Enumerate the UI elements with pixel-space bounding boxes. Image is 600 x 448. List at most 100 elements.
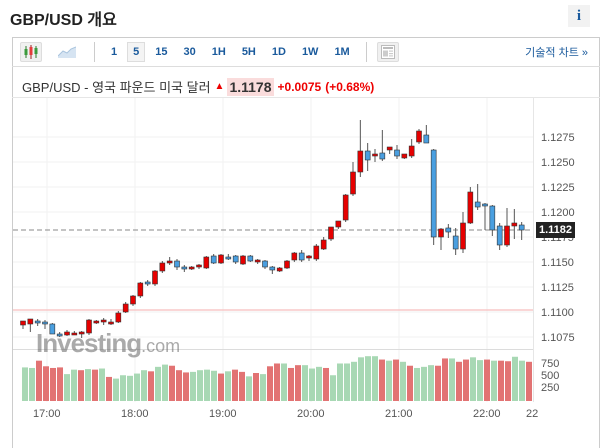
period-1d[interactable]: 1D — [271, 45, 286, 58]
candlestick-chart-button[interactable] — [20, 41, 42, 62]
y-axis-label: 1.1075 — [541, 332, 575, 344]
candle — [247, 255, 254, 262]
volume-bar — [295, 365, 301, 401]
candle — [291, 252, 298, 262]
x-axis-label: 22 — [526, 408, 538, 420]
volume-axis-label: 500 — [541, 370, 559, 382]
candle — [320, 237, 327, 250]
volume-bar — [267, 366, 273, 401]
y-axis-label: 1.1275 — [541, 132, 575, 144]
volume-bar — [379, 359, 385, 401]
volume-bar — [456, 361, 462, 401]
period-1m[interactable]: 1M — [334, 45, 350, 58]
volume-bar — [442, 358, 448, 401]
candle — [64, 330, 70, 336]
candle — [511, 209, 518, 239]
volume-bar — [85, 369, 91, 401]
candle — [423, 125, 430, 144]
info-button[interactable]: i — [568, 5, 590, 27]
candle — [518, 222, 525, 240]
volume-bar — [162, 364, 168, 401]
candle — [144, 280, 151, 286]
candlestick-icon — [24, 44, 38, 59]
candle — [313, 244, 320, 261]
volume-bar — [428, 365, 434, 401]
watermark-main: Investing — [36, 328, 142, 358]
candle — [408, 139, 415, 158]
volume-bar — [358, 357, 364, 401]
volume-bar — [372, 356, 378, 401]
period-1h[interactable]: 1H — [211, 45, 226, 58]
volume-bar — [400, 361, 406, 401]
x-axis-label: 19:00 — [209, 408, 237, 420]
x-axis-label: 22:00 — [473, 408, 501, 420]
period-1w[interactable]: 1W — [301, 45, 319, 58]
candle — [137, 282, 144, 298]
area-chart-button[interactable] — [56, 42, 78, 62]
volume-bar — [64, 374, 70, 401]
period-15[interactable]: 15 — [155, 45, 168, 58]
volume-bar — [113, 378, 119, 401]
layout-icon — [380, 44, 395, 59]
period-1[interactable]: 1 — [111, 45, 118, 58]
candle — [78, 331, 85, 338]
volume-bar — [155, 366, 161, 401]
volume-bar — [99, 368, 105, 401]
volume-axis-label: 750 — [541, 358, 559, 370]
volume-bar — [505, 361, 511, 401]
candle — [364, 143, 371, 171]
candle — [130, 295, 136, 306]
volume-bar — [435, 365, 441, 401]
volume-bar — [78, 370, 84, 401]
volume-bar — [141, 370, 147, 401]
candle — [452, 228, 459, 255]
volume-bar — [330, 375, 336, 401]
candle — [467, 187, 474, 224]
volume-bar — [512, 356, 518, 401]
volume-bar — [29, 367, 35, 401]
candle — [34, 319, 41, 326]
candle — [386, 146, 393, 154]
volume-bar — [288, 367, 294, 401]
price-change-percent: (+0.68%) — [325, 79, 375, 94]
technical-chart-link[interactable]: 기술적 차트 » — [525, 46, 588, 59]
volume-bar — [309, 368, 315, 401]
period-30[interactable]: 30 — [183, 45, 196, 58]
volume-bar — [484, 359, 490, 401]
volume-bar — [225, 371, 231, 401]
last-price-label: 1.1182 — [536, 222, 576, 238]
watermark-suffix: .com — [141, 336, 181, 356]
volume-bar — [393, 359, 399, 401]
layout-button[interactable] — [376, 41, 399, 62]
candle — [181, 265, 188, 272]
volume-axis-label: 250 — [541, 382, 559, 394]
y-axis-label: 1.1250 — [541, 157, 575, 169]
candle — [254, 259, 261, 264]
candle — [504, 208, 510, 247]
volume-bar — [365, 356, 371, 401]
candle — [20, 320, 26, 329]
volume-bar — [176, 370, 182, 401]
candle — [482, 203, 488, 230]
volume-bar — [183, 372, 189, 401]
candle — [196, 264, 202, 269]
candle — [269, 266, 276, 274]
page-title: GBP/USD 개요 — [10, 12, 117, 29]
volume-bar — [50, 367, 56, 401]
candle — [489, 205, 496, 236]
candle — [86, 319, 92, 335]
candle — [240, 255, 246, 265]
candle — [335, 220, 342, 229]
volume-bar — [351, 361, 357, 401]
toolbar-divider — [94, 41, 95, 62]
period-5h[interactable]: 5H — [241, 45, 256, 58]
volume-bar — [134, 373, 140, 401]
toolbar-divider — [365, 41, 367, 62]
volume-bar — [316, 366, 322, 401]
period-5[interactable]: 5 — [127, 41, 146, 62]
volume-bar — [302, 365, 308, 401]
volume-bar — [491, 360, 497, 401]
candle — [460, 212, 466, 253]
volume-bar — [239, 371, 245, 401]
